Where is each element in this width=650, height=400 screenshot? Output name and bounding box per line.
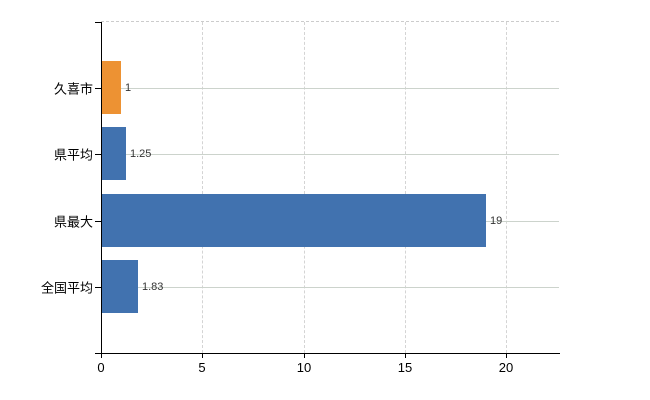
- x-axis-tick-label: 20: [498, 360, 514, 375]
- vertical-gridline: [202, 22, 203, 353]
- bar-県最大[interactable]: [101, 194, 486, 247]
- category-gridline: [101, 287, 559, 288]
- y-axis-tick: [95, 221, 101, 222]
- y-axis-tick: [95, 287, 101, 288]
- x-axis-tick-label: 15: [397, 360, 413, 375]
- x-axis-tick: [304, 353, 305, 358]
- vertical-gridline: [506, 22, 507, 353]
- x-axis-tick-label: 5: [198, 360, 206, 375]
- plot-area: 1 1.25 19 1.83: [101, 21, 559, 353]
- y-axis-line: [101, 22, 102, 353]
- x-axis-tick: [405, 353, 406, 358]
- category-gridline: [101, 154, 559, 155]
- bar-県平均[interactable]: [101, 127, 126, 180]
- category-gridline: [101, 88, 559, 89]
- category-label: 久喜市: [53, 81, 93, 97]
- bar-value-label: 19: [490, 215, 503, 227]
- category-label: 県平均: [53, 147, 93, 163]
- bar-value-label: 1.83: [142, 281, 164, 293]
- y-axis-endcap-tick: [95, 353, 101, 354]
- x-axis-tick: [506, 353, 507, 358]
- bar-value-label: 1: [125, 82, 132, 94]
- y-axis-tick: [95, 154, 101, 155]
- x-axis-tick-label: 0: [97, 360, 105, 375]
- x-axis-line: [101, 353, 560, 354]
- x-axis-tick: [101, 353, 102, 358]
- x-axis-tick: [202, 353, 203, 358]
- y-axis-tick: [95, 88, 101, 89]
- bar-value-label: 1.25: [130, 148, 152, 160]
- category-label: 全国平均: [40, 280, 93, 296]
- vertical-gridline: [405, 22, 406, 353]
- vertical-gridline: [304, 22, 305, 353]
- x-axis-tick-label: 10: [296, 360, 312, 375]
- bar-全国平均[interactable]: [101, 260, 138, 313]
- category-label: 県最大: [53, 214, 93, 230]
- y-axis-endcap-tick: [95, 22, 101, 23]
- bar-久喜市[interactable]: [101, 61, 121, 114]
